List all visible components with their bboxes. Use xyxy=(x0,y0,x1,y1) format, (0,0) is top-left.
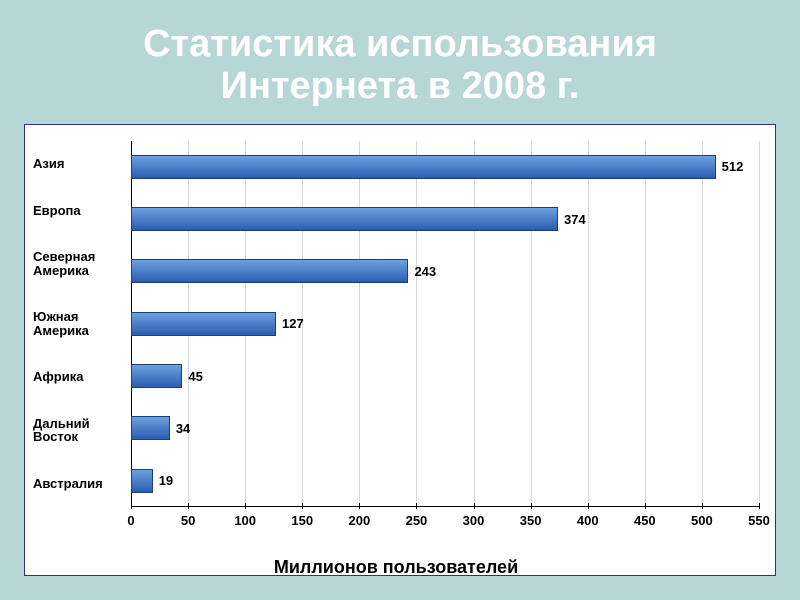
x-axis-tick-label: 200 xyxy=(349,513,371,528)
bar xyxy=(131,155,716,179)
x-axis-area: 050100150200250300350400450500550 Миллио… xyxy=(33,507,759,567)
bar-value-label: 127 xyxy=(282,316,304,331)
y-axis-labels: Азия Европа Северная Америка Южная Америка А… xyxy=(33,141,131,507)
bar-value-label: 19 xyxy=(159,473,173,488)
x-axis-tick-label: 400 xyxy=(577,513,599,528)
slide-title-line2: Интернета в 2008 г. xyxy=(221,65,580,107)
x-axis-tick-label: 300 xyxy=(463,513,485,528)
bar-row: 34 xyxy=(131,416,759,440)
bar-row: 127 xyxy=(131,312,759,336)
bar xyxy=(131,364,182,388)
grid-line xyxy=(759,141,760,507)
bar-value-label: 34 xyxy=(176,421,190,436)
y-axis-label: Южная Америка xyxy=(33,310,125,337)
bars-container: 512 374 243 127 45 34 19 xyxy=(131,141,759,507)
bar xyxy=(131,416,170,440)
y-axis-label: Австралия xyxy=(33,477,125,491)
chart-frame: Азия Европа Северная Америка Южная Америка А… xyxy=(24,124,776,576)
y-axis-label: Африка xyxy=(33,370,125,384)
y-axis-label: Европа xyxy=(33,204,125,218)
bar xyxy=(131,259,408,283)
chart-body: Азия Европа Северная Америка Южная Америка А… xyxy=(33,141,759,507)
bar xyxy=(131,469,153,493)
y-axis-label: Азия xyxy=(33,157,125,171)
y-axis-label: Северная Америка xyxy=(33,250,125,277)
bar-row: 19 xyxy=(131,469,759,493)
slide-title: Статистика использования Интернета в 200… xyxy=(24,24,776,108)
plot-area: 512 374 243 127 45 34 19 xyxy=(131,141,759,507)
x-axis-tick-label: 500 xyxy=(691,513,713,528)
bar-value-label: 374 xyxy=(564,212,586,227)
x-axis-tick-label: 0 xyxy=(127,513,134,528)
x-axis-ticks: 050100150200250300350400450500550 xyxy=(131,507,759,531)
slide: Статистика использования Интернета в 200… xyxy=(0,0,800,600)
bar-row: 45 xyxy=(131,364,759,388)
x-axis-tick-label: 550 xyxy=(748,513,770,528)
bar-value-label: 243 xyxy=(414,264,436,279)
bar xyxy=(131,312,276,336)
bar-row: 512 xyxy=(131,155,759,179)
bar-value-label: 45 xyxy=(188,369,202,384)
x-axis-tick-label: 350 xyxy=(520,513,542,528)
x-axis-title: Миллионов пользователей xyxy=(33,557,759,578)
bar-row: 374 xyxy=(131,207,759,231)
bar xyxy=(131,207,558,231)
bar-row: 243 xyxy=(131,259,759,283)
y-axis-label: Дальний Восток xyxy=(33,417,125,444)
bar-value-label: 512 xyxy=(722,159,744,174)
slide-title-line1: Статистика использования xyxy=(143,23,657,65)
x-axis-tick-label: 250 xyxy=(406,513,428,528)
x-axis-tick-label: 450 xyxy=(634,513,656,528)
x-axis-tick-label: 100 xyxy=(234,513,256,528)
x-axis-tick-label: 150 xyxy=(291,513,313,528)
x-axis-tick-label: 50 xyxy=(181,513,195,528)
